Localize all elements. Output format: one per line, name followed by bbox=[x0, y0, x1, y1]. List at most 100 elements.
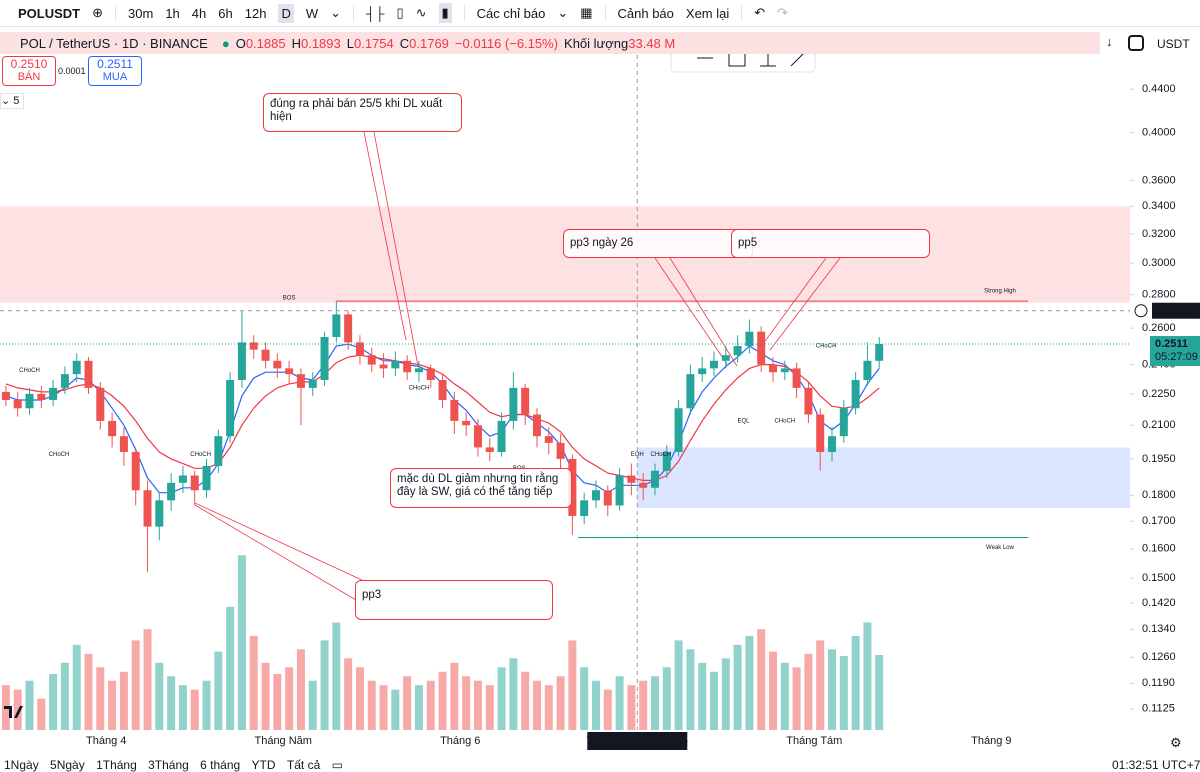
candle-body bbox=[804, 387, 813, 415]
y-tick-label: 0.2250 bbox=[1142, 388, 1176, 400]
candle-body bbox=[13, 399, 22, 409]
separator bbox=[353, 5, 355, 21]
candle-body bbox=[438, 379, 447, 400]
volume-bar bbox=[662, 667, 671, 730]
volume-bar bbox=[591, 680, 600, 730]
y-tick-label: 0.1800 bbox=[1142, 489, 1176, 501]
last-price: 0.2511 bbox=[1155, 338, 1188, 350]
candle-body bbox=[131, 451, 140, 491]
replay-button[interactable]: Xem lại bbox=[685, 5, 730, 21]
pointer-line bbox=[194, 502, 363, 581]
volume-bar bbox=[84, 653, 93, 730]
interval[interactable]: W bbox=[305, 5, 319, 21]
download[interactable]: ↓ bbox=[1106, 34, 1113, 49]
legend-title: POL / TetherUS · 1D · BINANCE bbox=[20, 35, 208, 51]
volume-bar bbox=[473, 680, 482, 730]
volume-bar bbox=[143, 629, 152, 730]
crosshair-add bbox=[1134, 304, 1148, 318]
candle-body bbox=[72, 360, 81, 375]
interval[interactable]: 30m bbox=[128, 5, 154, 21]
y-tick-label: 0.1420 bbox=[1142, 597, 1176, 609]
candle-body bbox=[96, 387, 105, 421]
status-dot: ● bbox=[221, 35, 230, 51]
candle-body bbox=[603, 490, 612, 506]
axis-layer: 0.4400 0.4000 0.3600 0.3400 0.3200 0.3000 0.28… bbox=[336, 83, 1176, 715]
volume-bar bbox=[167, 676, 176, 730]
indicators-button[interactable]: Các chỉ báo bbox=[476, 5, 546, 21]
candle-body bbox=[792, 368, 801, 388]
candle-body bbox=[25, 393, 34, 409]
indicator-toggle[interactable]: ⌄ 5 bbox=[0, 93, 24, 109]
range[interactable]: 3Tháng bbox=[148, 758, 189, 772]
volume-bar bbox=[438, 671, 447, 730]
candle-body bbox=[769, 364, 778, 373]
range[interactable]: 1Tháng bbox=[96, 758, 137, 772]
volume-bar bbox=[698, 662, 707, 730]
interval[interactable]: D bbox=[278, 3, 294, 23]
dropdown[interactable]: ⌄ bbox=[557, 5, 569, 20]
y-tick-label: 0.1340 bbox=[1142, 623, 1176, 635]
add-symbol[interactable]: ⊕ bbox=[92, 5, 104, 20]
settings[interactable]: ⚙ bbox=[1170, 735, 1182, 750]
ohlc-key: L bbox=[346, 35, 354, 51]
candle-body bbox=[426, 368, 435, 380]
interval[interactable]: 6h bbox=[218, 5, 233, 21]
buy-button[interactable]: 0.2511 MUA bbox=[88, 56, 142, 86]
interval[interactable]: 12h bbox=[244, 5, 267, 21]
candle-body bbox=[650, 470, 659, 488]
ma-line bbox=[5, 354, 880, 481]
candle-body bbox=[462, 420, 471, 426]
volume-bar bbox=[202, 680, 211, 730]
range[interactable]: Tất cả bbox=[286, 758, 321, 772]
currency[interactable]: USDT bbox=[1157, 37, 1190, 51]
volume-bar bbox=[674, 640, 683, 730]
y-tick-label: 0.3200 bbox=[1142, 228, 1176, 240]
volume-bar bbox=[72, 644, 81, 730]
range[interactable]: 1Ngày bbox=[4, 758, 39, 772]
sell-button[interactable]: 0.2510 BÁN bbox=[2, 56, 56, 86]
range[interactable]: 6 tháng bbox=[200, 758, 241, 772]
volume-bar bbox=[450, 662, 459, 730]
y-tick-label: 0.3000 bbox=[1142, 257, 1176, 269]
interval[interactable]: 4h bbox=[191, 5, 207, 21]
candle-body bbox=[568, 458, 577, 516]
dropdown[interactable]: ⌄ bbox=[330, 5, 342, 20]
volume-bar bbox=[379, 685, 388, 730]
screenshot-btn[interactable] bbox=[1128, 35, 1144, 51]
candle-body bbox=[84, 360, 93, 388]
redo[interactable]: ↷ bbox=[777, 5, 789, 20]
candle-body bbox=[521, 387, 530, 415]
interval[interactable]: 1h bbox=[165, 5, 180, 21]
range[interactable]: YTD bbox=[251, 758, 276, 772]
volume-bar bbox=[344, 658, 353, 730]
volume-bar bbox=[367, 680, 376, 730]
volume-bar bbox=[521, 671, 530, 730]
volume-bar bbox=[556, 676, 565, 730]
structure-label: BOS bbox=[283, 295, 296, 301]
symbol[interactable]: POLUSDT bbox=[18, 5, 81, 21]
candle-body bbox=[757, 331, 766, 365]
structure-label: CHoCH bbox=[409, 385, 430, 391]
candle-body bbox=[828, 436, 837, 452]
y-tick-label: 0.4400 bbox=[1142, 83, 1176, 95]
chart-type-candle-active[interactable]: ▮ bbox=[438, 3, 452, 23]
alerts-button[interactable]: Cảnh báo bbox=[617, 5, 674, 21]
candle-body bbox=[721, 355, 730, 361]
annotation-lines bbox=[194, 131, 841, 601]
range[interactable]: 5Ngày bbox=[50, 758, 85, 772]
goto-date[interactable]: ▭ bbox=[331, 758, 343, 772]
layout-button[interactable]: ▦ bbox=[580, 5, 593, 20]
candle-body bbox=[178, 475, 187, 483]
chart-type-line[interactable]: ∿ bbox=[415, 5, 427, 20]
chart-type-bar[interactable]: ┤├ bbox=[366, 5, 385, 21]
volume-bar bbox=[391, 689, 400, 730]
chart-type-candle[interactable]: ▯ bbox=[396, 5, 404, 20]
candle-body bbox=[249, 342, 258, 350]
sell-label: BÁN bbox=[17, 71, 41, 83]
indicator-count: 5 bbox=[13, 95, 20, 107]
candle-body bbox=[119, 436, 128, 452]
y-tick-label: 0.2800 bbox=[1142, 288, 1176, 300]
candle-body bbox=[627, 475, 636, 483]
undo[interactable]: ↶ bbox=[754, 5, 766, 20]
